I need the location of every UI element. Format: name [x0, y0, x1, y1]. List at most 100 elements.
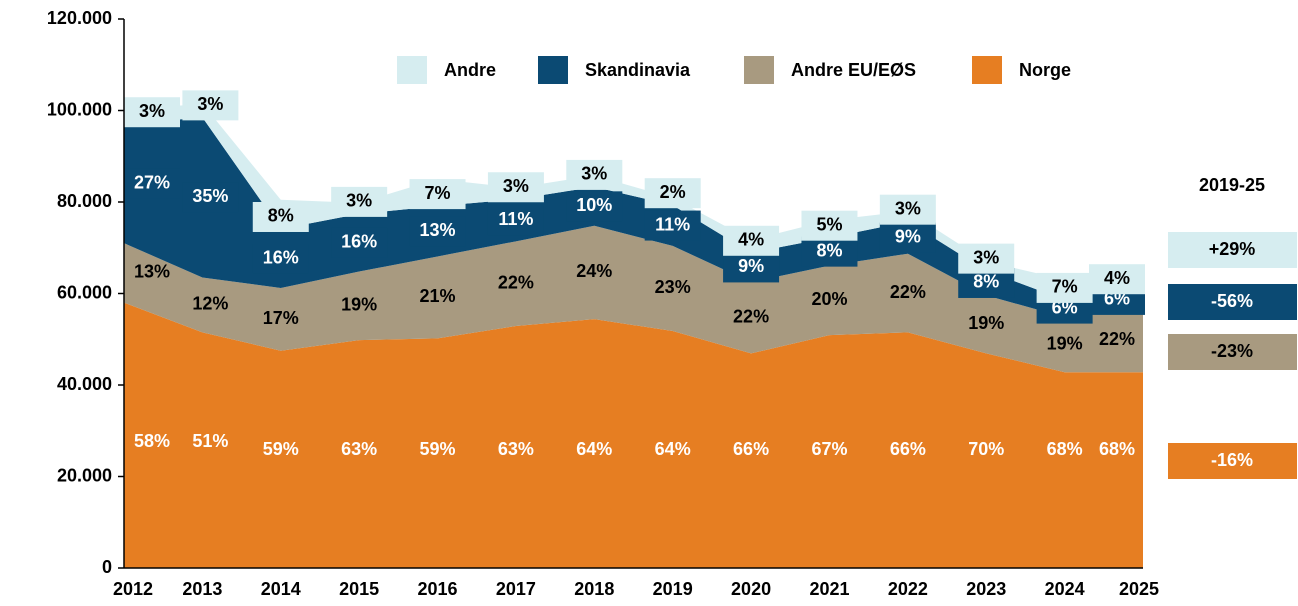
data-label: 3% — [581, 164, 607, 184]
data-label: 4% — [1104, 268, 1130, 288]
y-tick-label: 40.000 — [57, 374, 112, 394]
change-box — [1168, 284, 1297, 320]
data-label: 10% — [576, 195, 612, 215]
change-label: -16% — [1211, 450, 1253, 470]
x-tick-label: 2013 — [182, 579, 222, 599]
label-box — [182, 90, 239, 121]
change-box — [1168, 334, 1297, 370]
data-label: 8% — [973, 272, 999, 292]
data-label: 66% — [733, 439, 769, 459]
x-tick-label: 2012 — [113, 579, 153, 599]
label-box — [409, 179, 466, 210]
x-tick-label: 2019 — [653, 579, 693, 599]
label-box — [182, 182, 239, 213]
label-box — [1089, 264, 1145, 295]
label-box — [331, 186, 388, 217]
label-box — [723, 225, 780, 256]
data-label: 3% — [346, 191, 372, 211]
label-box — [487, 172, 544, 203]
label-box — [487, 205, 544, 236]
legend-label: Andre — [444, 60, 496, 80]
data-label: 3% — [197, 94, 223, 114]
data-label: 68% — [1047, 439, 1083, 459]
change-box — [1168, 443, 1297, 479]
label-box — [566, 191, 623, 222]
data-label: 2% — [660, 182, 686, 202]
data-label: 22% — [498, 272, 534, 292]
data-label: 27% — [134, 172, 170, 192]
label-box — [644, 178, 701, 209]
data-label: 19% — [341, 295, 377, 315]
y-tick-label: 80.000 — [57, 191, 112, 211]
data-label: 64% — [655, 439, 691, 459]
legend-swatch — [538, 56, 568, 84]
legend-swatch — [397, 56, 427, 84]
data-label: 12% — [192, 294, 228, 314]
x-tick-label: 2022 — [888, 579, 928, 599]
label-box — [331, 227, 388, 258]
data-label: 24% — [576, 261, 612, 281]
data-label: 64% — [576, 439, 612, 459]
change-label: +29% — [1209, 239, 1256, 259]
label-box — [409, 216, 466, 247]
data-label: 9% — [895, 226, 921, 246]
data-label: 7% — [1052, 277, 1078, 297]
area — [124, 302, 1143, 568]
data-label: 22% — [1099, 329, 1135, 349]
x-tick-label: 2024 — [1045, 579, 1085, 599]
data-label: 19% — [1047, 333, 1083, 353]
data-label: 16% — [341, 231, 377, 251]
label-box — [723, 252, 780, 283]
data-label: 4% — [738, 230, 764, 250]
label-box — [566, 159, 623, 190]
label-box — [879, 194, 936, 225]
y-tick-label: 20.000 — [57, 465, 112, 485]
data-label: 20% — [811, 289, 847, 309]
label-box — [252, 243, 309, 274]
data-label: 22% — [733, 306, 769, 326]
area — [124, 225, 1143, 373]
legend-label: Norge — [1019, 60, 1071, 80]
y-tick-label: 120.000 — [47, 8, 112, 28]
data-label: 5% — [816, 214, 842, 234]
change-box — [1168, 232, 1297, 268]
data-label: 3% — [139, 101, 165, 121]
data-label: 13% — [420, 220, 456, 240]
label-box — [801, 236, 858, 267]
data-label: 17% — [263, 308, 299, 328]
x-tick-label: 2014 — [261, 579, 301, 599]
x-tick-label: 2017 — [496, 579, 536, 599]
data-label: 59% — [263, 439, 299, 459]
label-box — [124, 168, 180, 199]
y-tick-label: 100.000 — [47, 99, 112, 119]
x-tick-label: 2016 — [418, 579, 458, 599]
label-box — [958, 243, 1015, 274]
legend-label: Skandinavia — [585, 60, 691, 80]
data-label: 58% — [134, 431, 170, 451]
change-label: -23% — [1211, 341, 1253, 361]
data-label: 8% — [268, 206, 294, 226]
x-tick-label: 2020 — [731, 579, 771, 599]
data-label: 8% — [816, 240, 842, 260]
label-box — [644, 210, 701, 241]
data-label: 16% — [263, 247, 299, 267]
x-tick-label: 2021 — [809, 579, 849, 599]
x-tick-label: 2018 — [574, 579, 614, 599]
data-label: 35% — [192, 186, 228, 206]
y-tick-label: 60.000 — [57, 282, 112, 302]
label-box — [252, 201, 309, 232]
data-label: 3% — [973, 247, 999, 267]
label-box — [879, 222, 936, 253]
area — [124, 117, 1143, 318]
data-label: 7% — [425, 183, 451, 203]
data-label: 22% — [890, 282, 926, 302]
change-title: 2019-25 — [1199, 175, 1265, 195]
data-label: 23% — [655, 277, 691, 297]
x-tick-label: 2015 — [339, 579, 379, 599]
data-label: 68% — [1099, 439, 1135, 459]
data-label: 3% — [503, 176, 529, 196]
change-label: -56% — [1211, 291, 1253, 311]
data-label: 70% — [968, 439, 1004, 459]
x-tick-label: 2023 — [966, 579, 1006, 599]
